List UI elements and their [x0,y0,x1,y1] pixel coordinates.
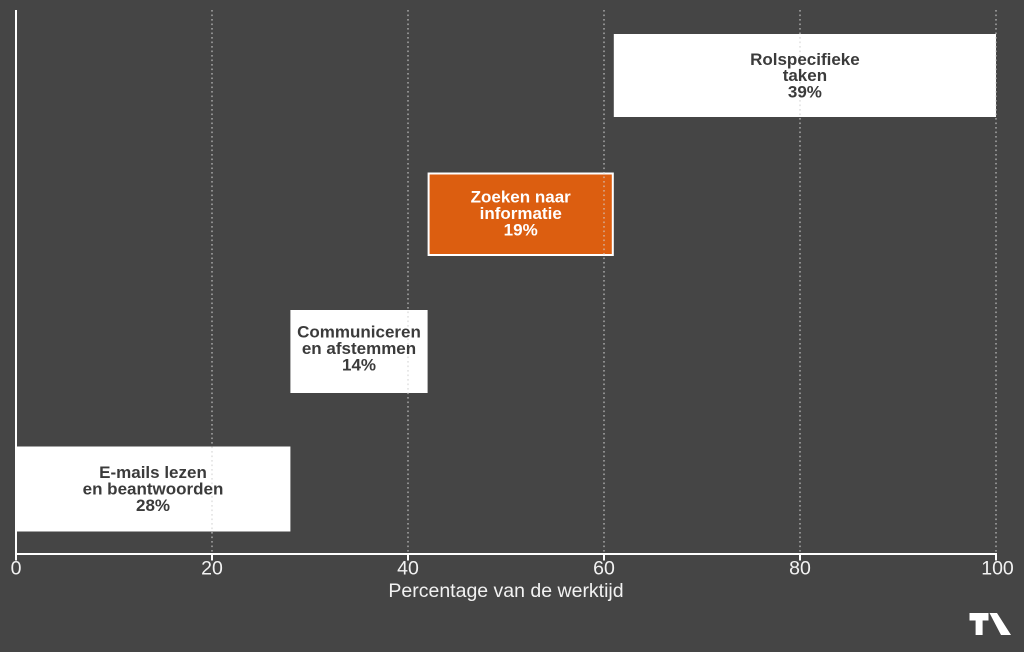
svg-text:E-mails lezen: E-mails lezen [99,463,207,482]
svg-text:0: 0 [11,558,22,580]
svg-text:informatie: informatie [480,204,562,223]
svg-text:40: 40 [397,558,419,580]
svg-text:Communiceren: Communiceren [297,323,421,342]
svg-text:20: 20 [201,558,223,580]
svg-text:en beantwoorden: en beantwoorden [83,479,224,498]
svg-text:39%: 39% [788,83,822,102]
svg-text:19%: 19% [504,220,538,239]
svg-text:en afstemmen: en afstemmen [302,339,416,358]
svg-text:28%: 28% [136,496,170,515]
svg-text:80: 80 [789,558,811,580]
svg-text:Zoeken naar: Zoeken naar [471,188,572,207]
svg-text:taken: taken [783,66,827,85]
svg-text:100: 100 [981,558,1014,580]
svg-text:60: 60 [593,558,615,580]
svg-text:14%: 14% [342,355,376,374]
svg-text:Rolspecifieke: Rolspecifieke [750,50,860,69]
svg-text:Percentage van de werktijd: Percentage van de werktijd [388,580,623,602]
